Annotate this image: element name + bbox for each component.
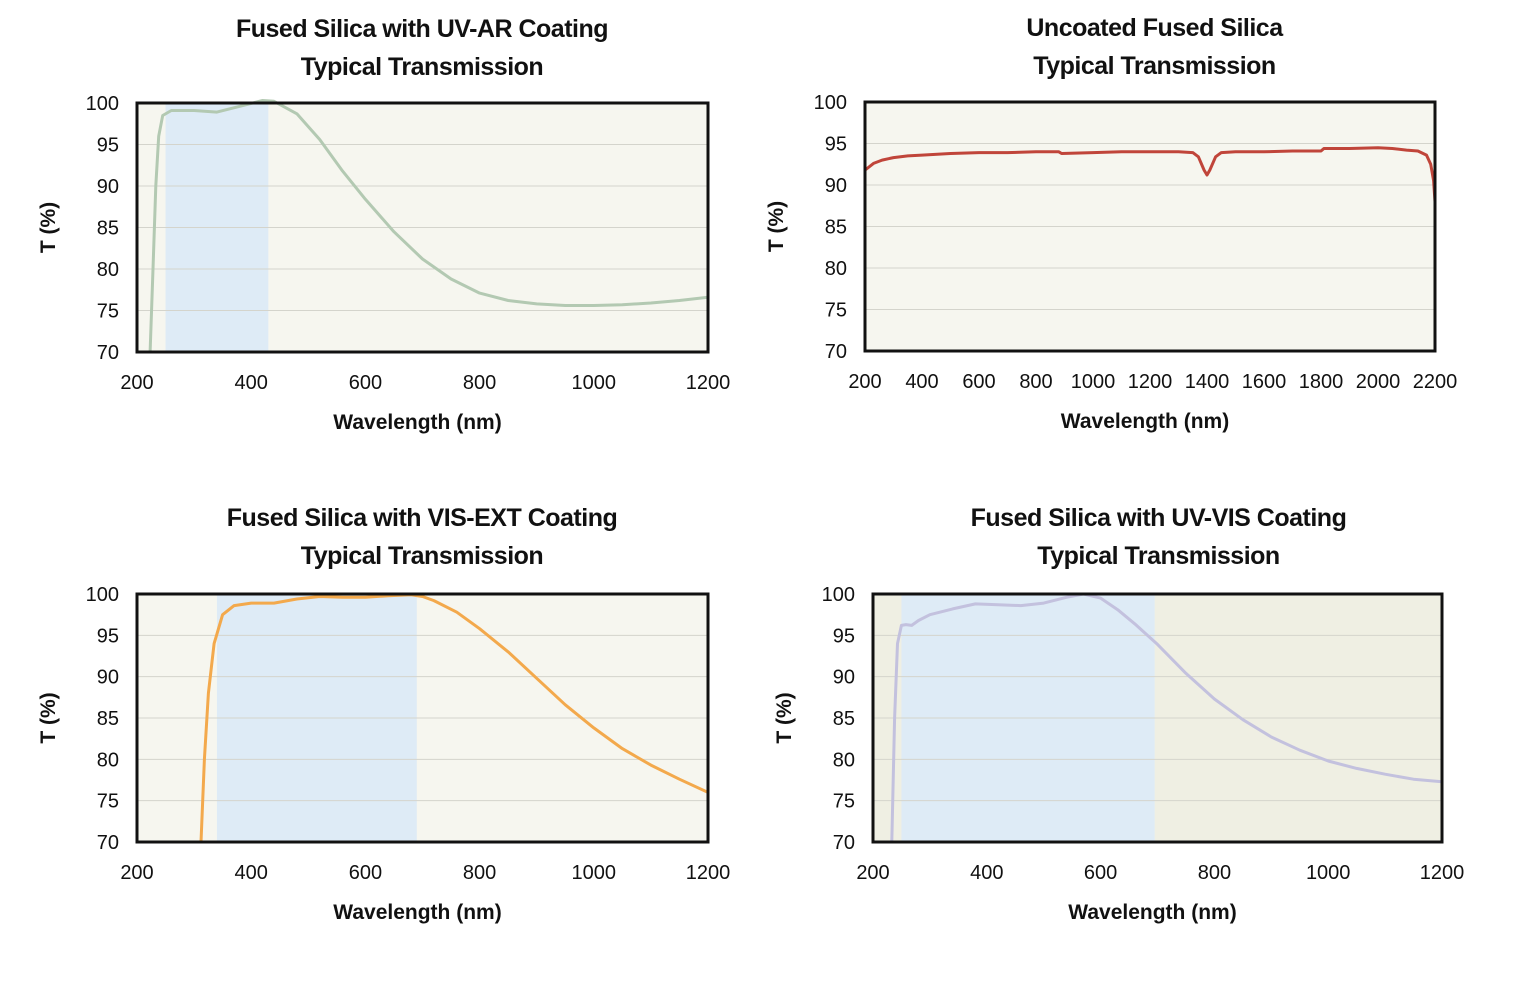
chart-panel-uv-vis: Fused Silica with UV-VIS Coating Typical… [770, 490, 1539, 990]
y-tick-label: 75 [97, 301, 119, 323]
x-tick-label: 200 [120, 862, 153, 884]
x-tick-label: 1600 [1242, 371, 1287, 393]
y-axis-label: T (%) [37, 202, 60, 253]
x-tick-label: 600 [962, 371, 995, 393]
y-tick-label: 90 [97, 176, 119, 198]
y-tick-label: 95 [97, 135, 119, 157]
plot-frame [863, 100, 1437, 353]
x-axis-label: Wavelength (nm) [333, 411, 501, 434]
y-tick-label: 85 [833, 708, 855, 730]
y-tick-label: 100 [814, 92, 847, 114]
x-tick-label: 1800 [1299, 371, 1344, 393]
x-tick-label: 400 [235, 372, 268, 394]
x-tick-label: 800 [463, 862, 496, 884]
y-tick-label: 80 [833, 749, 855, 771]
chart-panel-uv-ar: Fused Silica with UV-AR Coating Typical … [0, 0, 770, 490]
x-tick-label: 1200 [1420, 862, 1465, 884]
chart-title: Uncoated Fused Silica [1026, 14, 1283, 42]
chart-panel-vis-ext: Fused Silica with VIS-EXT Coating Typica… [0, 490, 770, 990]
x-tick-label: 800 [1019, 371, 1052, 393]
x-tick-label: 200 [120, 372, 153, 394]
plot-frame [135, 101, 710, 354]
plot-frame [135, 592, 710, 844]
y-tick-label: 90 [825, 175, 847, 197]
series-line [865, 146, 1435, 204]
x-tick-label: 1400 [1185, 371, 1230, 393]
x-axis-label: Wavelength (nm) [333, 901, 501, 924]
x-tick-label: 2200 [1413, 371, 1458, 393]
y-tick-label: 80 [97, 749, 119, 771]
x-tick-label: 1000 [1306, 862, 1351, 884]
y-tick-label: 85 [825, 217, 847, 239]
x-tick-label: 1200 [1128, 371, 1173, 393]
y-axis-label: T (%) [773, 692, 796, 743]
x-tick-label: 600 [349, 862, 382, 884]
y-tick-label: 100 [86, 93, 119, 115]
x-tick-label: 800 [463, 372, 496, 394]
y-tick-label: 95 [825, 134, 847, 156]
x-tick-label: 200 [856, 862, 889, 884]
y-tick-label: 75 [97, 791, 119, 813]
chart-subtitle: Typical Transmission [300, 53, 544, 81]
x-tick-label: 1000 [572, 372, 617, 394]
chart-panel-uncoated: Uncoated Fused Silica Typical Transmissi… [765, 0, 1539, 490]
x-tick-label: 1000 [1071, 371, 1116, 393]
y-tick-label: 90 [833, 667, 855, 689]
chart-subtitle: Typical Transmission [1033, 52, 1276, 80]
y-tick-label: 100 [822, 584, 855, 606]
x-tick-label: 2000 [1356, 371, 1401, 393]
y-tick-label: 80 [825, 258, 847, 280]
y-tick-label: 70 [825, 341, 847, 363]
chart-title: Fused Silica with UV-VIS Coating [970, 504, 1347, 532]
y-tick-label: 70 [97, 342, 119, 364]
plot-frame [871, 592, 1444, 844]
y-axis-label: T (%) [765, 201, 788, 252]
y-tick-label: 70 [833, 832, 855, 854]
series-line [148, 99, 708, 352]
x-tick-label: 1200 [686, 862, 731, 884]
x-tick-label: 1000 [572, 862, 617, 884]
x-axis-label: Wavelength (nm) [1061, 410, 1229, 433]
chart-subtitle: Typical Transmission [1037, 542, 1280, 570]
y-tick-label: 95 [97, 625, 119, 647]
chart-title: Fused Silica with VIS-EXT Coating [226, 504, 618, 532]
x-tick-label: 600 [1084, 862, 1117, 884]
x-tick-label: 800 [1198, 862, 1231, 884]
y-tick-label: 85 [97, 708, 119, 730]
x-tick-label: 400 [235, 862, 268, 884]
x-tick-label: 400 [970, 862, 1003, 884]
x-tick-label: 600 [349, 372, 382, 394]
y-tick-label: 75 [825, 300, 847, 322]
y-tick-label: 100 [86, 584, 119, 606]
y-axis-label: T (%) [37, 692, 60, 743]
x-axis-label: Wavelength (nm) [1068, 901, 1236, 924]
y-tick-label: 95 [833, 625, 855, 647]
y-tick-label: 75 [833, 791, 855, 813]
x-tick-label: 1200 [686, 372, 731, 394]
y-tick-label: 85 [97, 218, 119, 240]
y-tick-label: 80 [97, 259, 119, 281]
chart-subtitle: Typical Transmission [300, 542, 544, 570]
y-tick-label: 90 [97, 667, 119, 689]
x-tick-label: 400 [905, 371, 938, 393]
y-tick-label: 70 [97, 832, 119, 854]
x-tick-label: 200 [848, 371, 881, 393]
chart-title: Fused Silica with UV-AR Coating [235, 15, 609, 43]
